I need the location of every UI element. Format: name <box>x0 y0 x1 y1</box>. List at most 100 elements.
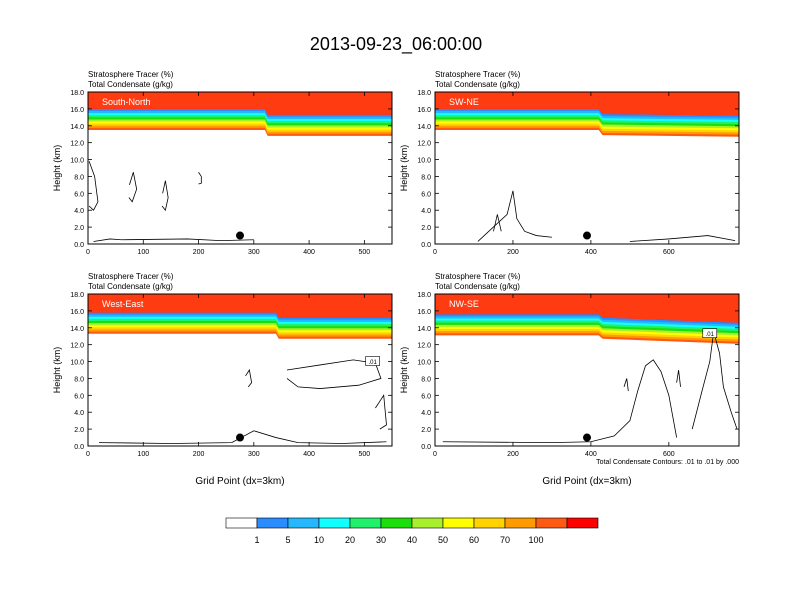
contour-label-box <box>365 356 380 366</box>
condensate-contour <box>623 378 629 392</box>
y-tick-label: 8.0 <box>421 174 431 181</box>
contour-note: Total Condensate Contours: .01 to .01 by… <box>596 459 739 466</box>
colorbar-label: 20 <box>345 535 355 545</box>
y-axis-label: Height (km) <box>399 145 409 192</box>
colorbar-label: 70 <box>500 535 510 545</box>
y-tick-label: 2.0 <box>421 225 431 232</box>
y-tick-label: 16.0 <box>70 309 84 316</box>
y-tick-label: 8.0 <box>421 376 431 383</box>
panel-label-condensate: Total Condensate (g/kg) <box>435 282 520 291</box>
panels: 0.0 2.0 4.0 6.0 8.0 10.0 12.0 14.0 16.0 18.0 0 100 2… <box>52 70 740 487</box>
panel-label-tracer: Stratosphere Tracer (%) <box>435 272 521 281</box>
condensate-contour <box>128 172 138 203</box>
x-axis-label: Grid Point (dx=3km) <box>542 476 631 487</box>
y-axis-label: Height (km) <box>399 347 409 394</box>
condensate-contour <box>629 235 736 242</box>
condensate-contour <box>286 359 382 389</box>
colorbar-label: 1 <box>254 535 259 545</box>
colorbar-swatch <box>535 517 568 529</box>
condensate-contour <box>245 368 253 388</box>
condensate-contour <box>88 161 99 211</box>
y-tick-label: 4.0 <box>421 410 431 417</box>
y-tick-label: 12.0 <box>417 141 431 148</box>
contour-label: .01 <box>368 360 377 366</box>
colorbar-label: 100 <box>528 535 543 545</box>
condensate-contour <box>676 369 681 387</box>
x-tick-label: 100 <box>137 451 149 458</box>
y-tick-label: 10.0 <box>417 158 431 165</box>
x-tick-label: 300 <box>248 451 260 458</box>
plot-area <box>435 294 739 444</box>
condensate-contour <box>442 359 678 444</box>
condensate-contour <box>93 238 254 242</box>
panel-label-tracer: Stratosphere Tracer (%) <box>88 70 174 79</box>
panel-label-tracer: Stratosphere Tracer (%) <box>435 70 521 79</box>
y-tick-label: 8.0 <box>74 174 84 181</box>
colorbar-swatch <box>287 517 320 529</box>
colorbar-label: 50 <box>438 535 448 545</box>
y-tick-label: 12.0 <box>70 343 84 350</box>
y-tick-label: 16.0 <box>70 107 84 114</box>
colorbar-swatch <box>256 517 289 529</box>
panel-south-north: 0.0 2.0 4.0 6.0 8.0 10.0 12.0 14.0 16.0 18.0 0 100 2… <box>52 70 393 256</box>
y-tick-label: 18.0 <box>70 90 84 97</box>
condensate-contour <box>161 180 169 212</box>
x-tick-label: 200 <box>507 249 519 256</box>
y-tick-label: 10.0 <box>417 360 431 367</box>
plot-area <box>88 92 392 242</box>
y-tick-label: 14.0 <box>70 326 84 333</box>
plot-frame <box>434 293 740 447</box>
panel-name: SW-NE <box>449 97 479 107</box>
y-tick-label: 0.0 <box>74 242 84 249</box>
panel-label-condensate: Total Condensate (g/kg) <box>88 282 173 291</box>
y-tick-label: 10.0 <box>70 360 84 367</box>
y-tick-label: 6.0 <box>421 393 431 400</box>
y-tick-label: 14.0 <box>417 124 431 131</box>
colorbar-swatch <box>349 517 382 529</box>
x-tick-label: 500 <box>359 249 371 256</box>
y-tick-label: 14.0 <box>70 124 84 131</box>
colorbar-swatch <box>442 517 475 529</box>
x-tick-label: 0 <box>433 451 437 458</box>
colorbar-label: 60 <box>469 535 479 545</box>
x-axis-label: Grid Point (dx=3km) <box>195 476 284 487</box>
panel-sw-ne: 0.0 2.0 4.0 6.0 8.0 10.0 12.0 14.0 16.0 18.0 0 200 4… <box>399 70 740 256</box>
colorbar-swatch <box>380 517 413 529</box>
panel-label-tracer: Stratosphere Tracer (%) <box>88 272 174 281</box>
x-tick-label: 400 <box>303 451 315 458</box>
x-tick-label: 200 <box>193 249 205 256</box>
x-tick-label: 600 <box>663 451 675 458</box>
colorbar-swatch <box>504 517 537 529</box>
y-tick-label: 18.0 <box>417 292 431 299</box>
y-tick-label: 2.0 <box>74 427 84 434</box>
panel-label-condensate: Total Condensate (g/kg) <box>88 80 173 89</box>
x-tick-label: 0 <box>86 249 90 256</box>
x-tick-label: 400 <box>303 249 315 256</box>
y-tick-label: 6.0 <box>421 191 431 198</box>
location-marker <box>236 433 244 442</box>
tracer-stratosphere <box>435 92 739 116</box>
colorbar-label: 5 <box>285 535 290 545</box>
x-tick-label: 500 <box>359 451 371 458</box>
plot-frame <box>434 91 740 245</box>
y-tick-label: 6.0 <box>74 393 84 400</box>
x-tick-label: 200 <box>193 451 205 458</box>
panel-nw-se: 0.0 2.0 4.0 6.0 8.0 10.0 12.0 14.0 16.0 18.0 0 200 4… <box>399 272 740 487</box>
x-tick-label: 100 <box>137 249 149 256</box>
panel-name: West-East <box>102 299 144 309</box>
x-tick-label: 600 <box>663 249 675 256</box>
y-tick-label: 10.0 <box>70 158 84 165</box>
y-tick-label: 18.0 <box>70 292 84 299</box>
tracer-stratosphere <box>88 294 392 318</box>
y-tick-label: 2.0 <box>421 427 431 434</box>
x-tick-label: 400 <box>585 249 597 256</box>
y-tick-label: 16.0 <box>417 309 431 316</box>
colorbar-label: 40 <box>407 535 417 545</box>
tracer-stratosphere <box>435 294 739 323</box>
panel-name: NW-SE <box>449 299 479 309</box>
colorbar-swatch <box>225 517 258 529</box>
condensate-contour <box>198 172 202 185</box>
colorbar-label: 30 <box>376 535 386 545</box>
y-tick-label: 4.0 <box>74 208 84 215</box>
